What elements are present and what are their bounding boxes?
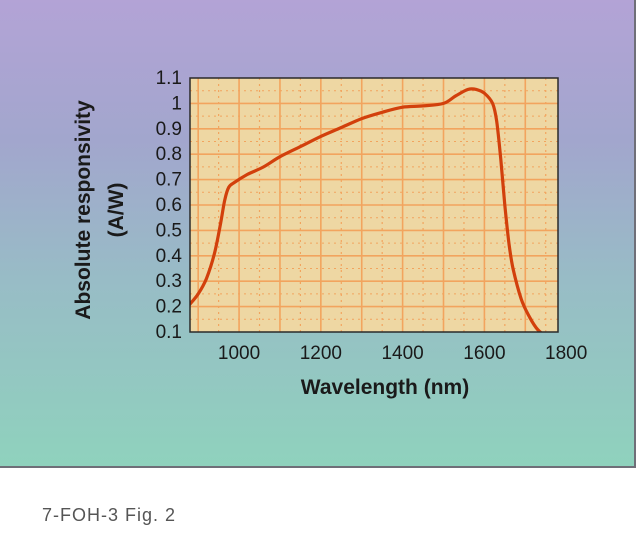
y-tick-label: 0.8 (156, 144, 182, 165)
x-tick-label: 1000 (218, 343, 260, 364)
responsivity-chart: 0.1 0.2 0.3 0.4 0.5 0.6 0.7 0.8 0.9 1 1.1 1000 1200… (72, 68, 587, 399)
x-tick-label: 1200 (300, 343, 342, 364)
major-grid (190, 78, 558, 332)
y-axis-title-line2: (A/W) (105, 183, 128, 238)
y-tick-label: 1.1 (156, 68, 182, 89)
y-axis-title-line1: Absolute responsivity (72, 100, 95, 320)
y-tick-label: 0.1 (156, 322, 182, 343)
y-tick-labels: 0.1 0.2 0.3 0.4 0.5 0.6 0.7 0.8 0.9 1 1.1 (156, 68, 183, 343)
y-tick-label: 0.6 (156, 195, 182, 216)
x-tick-label: 1600 (463, 343, 505, 364)
x-tick-labels: 1000 1200 1400 1600 1800 (218, 343, 587, 364)
x-axis-title: Wavelength (nm) (301, 376, 469, 399)
figure-panel: 0.1 0.2 0.3 0.4 0.5 0.6 0.7 0.8 0.9 1 1.1 1000 1200… (0, 0, 636, 468)
y-tick-label: 0.4 (156, 246, 183, 267)
y-tick-label: 1 (171, 93, 182, 114)
minor-grid (190, 78, 558, 332)
x-tick-label: 1400 (381, 343, 423, 364)
x-tick-label: 1800 (545, 343, 587, 364)
y-tick-label: 0.7 (156, 170, 182, 191)
plot-frame (189, 77, 559, 333)
y-tick-label: 0.2 (156, 297, 182, 318)
y-tick-label: 0.3 (156, 271, 182, 292)
y-tick-label: 0.5 (156, 220, 182, 241)
responsivity-curve (190, 87, 543, 332)
y-tick-label: 0.9 (156, 119, 182, 140)
figure-caption: 7-FOH-3 Fig. 2 (42, 505, 177, 525)
